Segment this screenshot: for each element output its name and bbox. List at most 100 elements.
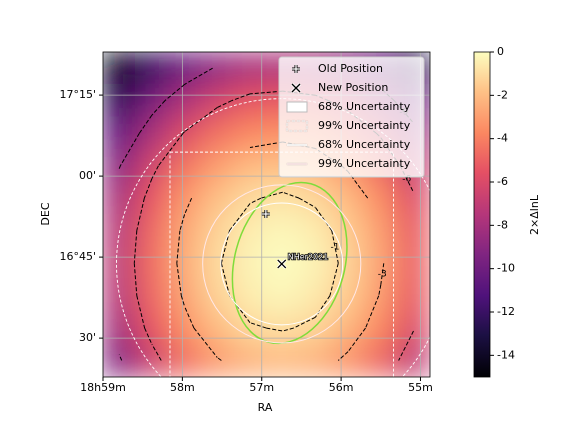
heat-cell — [233, 246, 267, 280]
region-circle — [220, 202, 344, 326]
contour-segment — [249, 322, 267, 329]
heat-cell — [233, 116, 267, 151]
heat-cell — [135, 311, 169, 345]
heat-cell — [363, 213, 398, 248]
contour-segment — [138, 114, 153, 134]
contour-segment — [136, 295, 146, 329]
heat-cell — [167, 246, 202, 280]
heat-cell — [265, 278, 300, 313]
heat-cell — [200, 116, 235, 151]
legend-label: 99% Uncertainty — [318, 119, 411, 132]
heat-cell — [135, 149, 169, 183]
heat-cell — [265, 213, 300, 248]
contour-segment — [399, 165, 414, 193]
y-tick-label: 16°45' — [59, 250, 96, 263]
heat-cell — [396, 343, 430, 377]
y-tick-label: 30' — [79, 331, 96, 344]
legend-label: New Position — [318, 81, 388, 94]
colorbar-tick-label: -14 — [497, 348, 515, 361]
heat-cell — [396, 213, 430, 248]
heat-cell — [103, 311, 137, 345]
contour-segment — [216, 357, 222, 361]
contour-segment — [380, 263, 385, 285]
axes: 18h59m 58m 57m 56m 55m 17°15' 00' 16°45' 30' — [59, 88, 432, 394]
heat-cell — [265, 343, 300, 377]
contour-segment — [133, 230, 138, 264]
colorbar-tick-label: -6 — [497, 175, 508, 188]
heat-cell — [396, 311, 430, 345]
point-label: NHer2021 — [288, 252, 329, 261]
contour-segment — [249, 141, 283, 149]
marker — [277, 259, 287, 269]
contour-label: -1 — [331, 242, 340, 252]
contour-segment — [151, 100, 166, 116]
heat-cell — [103, 246, 137, 280]
colorbar-bar — [473, 51, 491, 378]
contour-segment — [331, 230, 339, 264]
heat-cell — [167, 181, 202, 215]
region-circle — [202, 184, 362, 344]
heat-cell — [135, 116, 169, 151]
heat-cell — [200, 311, 235, 345]
heat-cell — [200, 52, 235, 85]
contour-segment — [136, 198, 145, 231]
contour-segment — [144, 327, 153, 345]
heat-cell — [200, 181, 235, 215]
heat-cell — [167, 149, 202, 183]
contour-segment — [337, 351, 349, 361]
x-tick-label: 57m — [249, 381, 274, 394]
heat-cell — [363, 311, 398, 345]
heat-cell — [103, 213, 137, 248]
heat-cell — [298, 213, 333, 248]
contour-segment — [249, 197, 262, 204]
heat-cell — [103, 83, 137, 118]
marker — [292, 65, 300, 73]
heat-cell — [135, 181, 169, 215]
contour-segment — [249, 90, 283, 95]
heat-cell — [103, 116, 137, 151]
heat-cell — [331, 343, 365, 377]
contour-label: -3 — [378, 270, 387, 280]
heat-cell — [135, 83, 169, 118]
legend-label: 99% Uncertainty — [318, 157, 411, 170]
contour-segment — [217, 100, 233, 108]
heat-cell — [167, 311, 202, 345]
heat-cell — [331, 181, 365, 215]
heat-cell — [331, 213, 365, 248]
heat-cell — [103, 149, 137, 183]
contour-segment — [179, 214, 186, 231]
contour-segment — [180, 295, 186, 307]
y-axis-label: DEC — [39, 202, 52, 225]
x-tick-label: 55m — [408, 381, 433, 394]
contour-segment — [158, 133, 184, 167]
legend-swatch — [286, 120, 308, 132]
heat-cell — [233, 52, 267, 85]
contour-segment — [119, 133, 140, 166]
colorbar-tick-label: 0 — [497, 45, 504, 58]
contour-segment — [220, 263, 231, 296]
heat-cell — [103, 52, 137, 85]
x-tick-label: 58m — [170, 381, 195, 394]
heat-cell — [233, 83, 267, 118]
contour-segment — [118, 165, 121, 169]
colorbar-tick-label: -2 — [497, 88, 508, 101]
contour-segment — [398, 330, 414, 361]
legend: Old Position New Position 68% Uncertainty 9… — [278, 56, 425, 178]
contour-segment — [176, 230, 181, 264]
legend-swatch — [286, 101, 308, 113]
colorbar: 2×ΔlnL 0 -2 -4 -6 -8 -10 -12 -14 — [473, 45, 541, 378]
heat-cell — [167, 278, 202, 313]
y-tick-label: 00' — [79, 169, 96, 182]
plot-frame — [102, 51, 431, 378]
heat-cell — [396, 246, 430, 280]
colorbar-tick-label: -8 — [497, 218, 508, 231]
contour-segment — [184, 67, 213, 85]
heat-cell — [167, 116, 202, 151]
heat-cell — [298, 343, 333, 377]
legend-label: 68% Uncertainty — [318, 100, 411, 113]
contour-segment — [151, 344, 162, 361]
heat-cell — [103, 343, 137, 377]
heat-cell — [135, 213, 169, 248]
contour-segment — [314, 295, 331, 318]
